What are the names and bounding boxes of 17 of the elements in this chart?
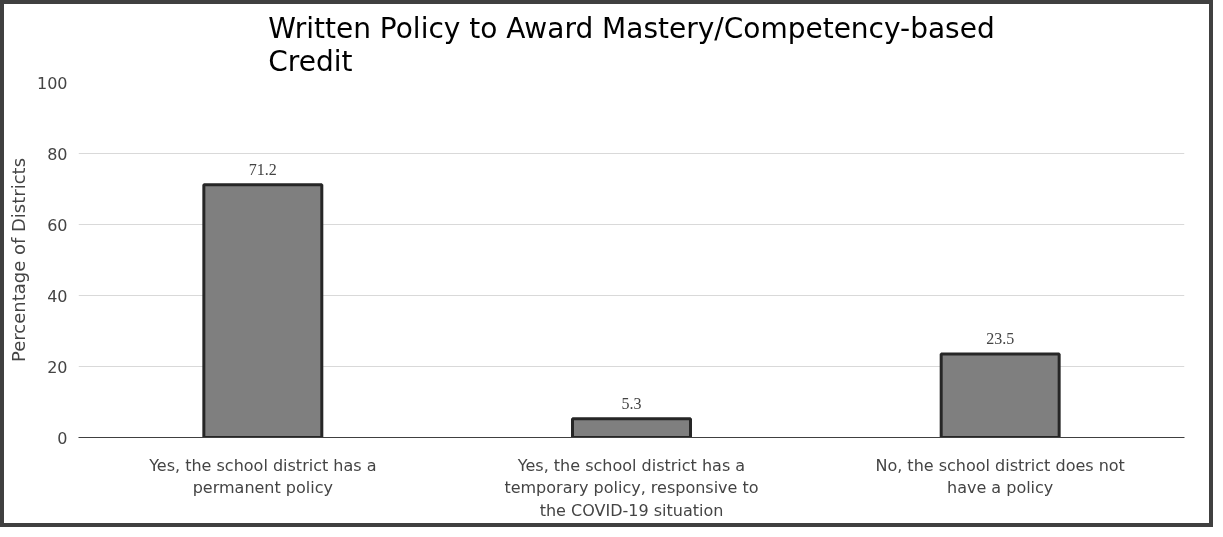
y-tick-label: 100: [36, 73, 68, 93]
y-tick-label: 80: [47, 144, 68, 164]
x-tick-label: Yes, the school district has a permanent policy: [148, 455, 377, 498]
y-tick-label: 0: [57, 428, 68, 448]
y-tick-label: 40: [47, 286, 68, 306]
x-tick-label: No, the school district does not have a policy: [875, 455, 1125, 498]
chart-title: Written Policy to Award Mastery/Competency-based Credit: [268, 11, 995, 78]
y-tick-label: 20: [47, 357, 68, 377]
y-tick-label: 60: [47, 215, 68, 235]
data-label: 23.5: [986, 330, 1015, 348]
y-axis-title: Percentage of Districts: [7, 157, 29, 363]
x-tick-label: Yes, the school district has a temporary policy, responsive to the COVID-19 situation: [504, 455, 759, 521]
bar: [571, 417, 692, 438]
bar: [202, 183, 324, 438]
data-label: 71.2: [248, 160, 277, 178]
bar: [939, 352, 1061, 438]
data-label: 5.3: [621, 394, 642, 412]
